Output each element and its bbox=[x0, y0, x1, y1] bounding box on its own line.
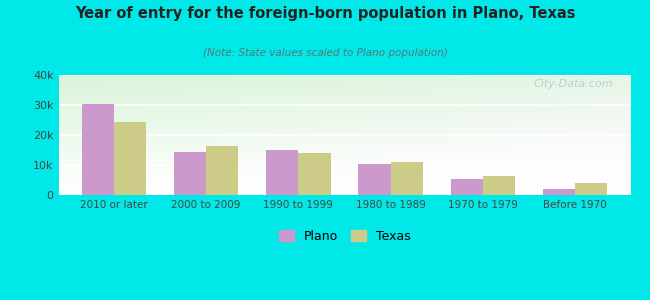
Text: (Note: State values scaled to Plano population): (Note: State values scaled to Plano popu… bbox=[203, 48, 447, 58]
Bar bbox=[266, 150, 298, 195]
Bar bbox=[450, 178, 483, 195]
Legend: Plano, Texas: Plano, Texas bbox=[275, 226, 414, 246]
Bar bbox=[174, 152, 206, 195]
Text: City-Data.com: City-Data.com bbox=[534, 79, 614, 88]
Bar bbox=[575, 183, 608, 195]
Bar bbox=[298, 153, 331, 195]
Bar bbox=[358, 164, 391, 195]
Bar bbox=[81, 103, 114, 195]
Bar bbox=[391, 162, 423, 195]
Bar bbox=[114, 122, 146, 195]
Bar bbox=[206, 146, 239, 195]
Bar bbox=[543, 189, 575, 195]
Bar bbox=[483, 176, 515, 195]
Text: Year of entry for the foreign-born population in Plano, Texas: Year of entry for the foreign-born popul… bbox=[75, 6, 575, 21]
